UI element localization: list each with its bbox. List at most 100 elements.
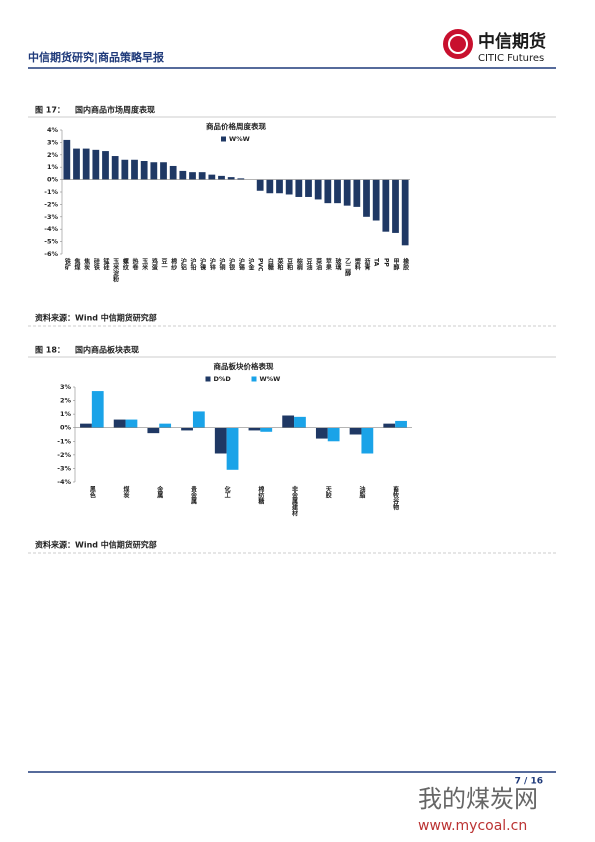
bar [208, 174, 216, 180]
x-tick-label: 畜牧谷物 [392, 485, 399, 511]
x-tick-label: 塑料 [353, 257, 360, 271]
x-tick-label: 热卷 [131, 257, 139, 271]
bar [226, 427, 239, 470]
y-tick-label: 2% [60, 397, 72, 405]
bar [314, 179, 322, 200]
logo-mark-inner [448, 34, 468, 54]
bar [179, 170, 187, 180]
bar [382, 179, 390, 232]
logo-mark [443, 29, 473, 59]
bar [82, 148, 90, 180]
bar [189, 172, 196, 180]
legend-label: D%D [214, 375, 232, 383]
bar [91, 391, 104, 428]
bar [324, 179, 332, 204]
x-tick-label: 沥青 [363, 257, 370, 271]
x-tick-label: 橡胶 [402, 257, 409, 271]
x-tick-label: 鸡蛋 [150, 257, 158, 271]
bar [125, 419, 138, 428]
x-tick-label: 豆一 [160, 257, 167, 270]
bar [121, 159, 129, 180]
y-tick-label: 1% [47, 163, 59, 171]
y-tick-label: -4% [57, 478, 71, 486]
legend-label: W%W [260, 375, 281, 383]
bar [227, 177, 235, 180]
bar [363, 179, 370, 217]
bar [349, 427, 362, 435]
x-tick-label: 豆粕 [286, 257, 293, 271]
bar [147, 427, 160, 434]
x-tick-label: 棉纱 [170, 257, 177, 271]
legend-label: W%W [229, 135, 250, 143]
x-tick-label: 沪镍 [199, 257, 206, 271]
x-tick-label: 沪锌 [208, 257, 215, 271]
bar [305, 179, 312, 197]
x-tick-label: 油脂 [358, 485, 366, 499]
x-tick-label: 锰硅 [102, 257, 109, 271]
x-tick-label: 焦煤 [73, 257, 81, 271]
figure-label: 图 17： [35, 106, 65, 115]
bar [248, 427, 261, 431]
bar [285, 179, 293, 195]
figure-caption: 国内商品市场周度表现 [75, 105, 155, 115]
y-tick-label: -6% [44, 250, 58, 258]
x-tick-label: 沪铝 [179, 257, 186, 271]
y-tick-label: 1% [60, 410, 72, 418]
bar [113, 419, 126, 428]
x-tick-label: 贵金属 [189, 485, 197, 505]
watermark-cn: 我的煤炭网 [418, 785, 538, 813]
legend-swatch [221, 136, 226, 142]
y-tick-label: -5% [44, 238, 58, 246]
x-tick-label: 化工 [223, 485, 230, 498]
y-tick-label: 0% [60, 424, 72, 432]
x-tick-label: TA [373, 258, 380, 267]
y-tick-label: -3% [44, 213, 58, 221]
bar [266, 179, 274, 194]
x-tick-label: 铁矿 [63, 257, 70, 271]
y-tick-label: -1% [57, 437, 71, 445]
bar [295, 179, 303, 197]
x-tick-label: 沪金 [247, 257, 255, 271]
bar [276, 179, 283, 194]
x-tick-label: 焦炭 [83, 257, 91, 271]
bar [140, 161, 148, 180]
chart-title: 商品价格周度表现 [206, 121, 266, 131]
x-tick-label: 硅铁 [92, 257, 99, 271]
bar [383, 423, 396, 428]
y-tick-label: -3% [57, 464, 71, 472]
bar [159, 423, 172, 428]
bar [169, 165, 177, 180]
x-tick-label: 螺纹 [121, 257, 128, 271]
bar [392, 179, 399, 233]
legend-swatch [251, 376, 257, 382]
x-tick-label: 菜粕 [276, 257, 284, 271]
x-tick-label: 煤炭 [122, 485, 129, 499]
y-tick-label: 4% [47, 126, 59, 134]
bar [372, 179, 380, 221]
x-tick-label: PP [382, 258, 389, 267]
x-tick-label: 沪铅 [189, 257, 196, 271]
bar [198, 172, 206, 180]
y-tick-label: -2% [57, 451, 71, 459]
legend-swatch [205, 376, 211, 382]
x-tick-label: 玉米淀粉 [112, 257, 119, 283]
header-title: 中信期货研究|商品策略早报 [28, 50, 165, 64]
bar [80, 423, 92, 428]
page-number: 7 / 16 [515, 777, 543, 787]
x-tick-label: 玻璃 [334, 257, 341, 271]
bar [395, 420, 407, 428]
figure-source: 资料来源：Wind 中信期货研究部 [35, 313, 157, 323]
charts: 商品价格周度表现 W%W -6% -5% -4% -3% -2% -1% 0% 1% 2% 3% 4% 铁… [44, 121, 412, 517]
x-tick-label: 棕榈 [295, 257, 303, 271]
y-tick-label: -4% [44, 225, 58, 233]
bar [256, 179, 264, 191]
bar [92, 149, 100, 180]
bar [361, 427, 374, 454]
bar [181, 427, 193, 431]
x-tick-label: 白糖 [266, 257, 273, 271]
x-tick-label: 沪银 [228, 257, 235, 271]
y-tick-label: 3% [60, 383, 72, 391]
logo-cn: 中信期货 [478, 31, 546, 52]
y-tick-label: 2% [47, 151, 59, 159]
